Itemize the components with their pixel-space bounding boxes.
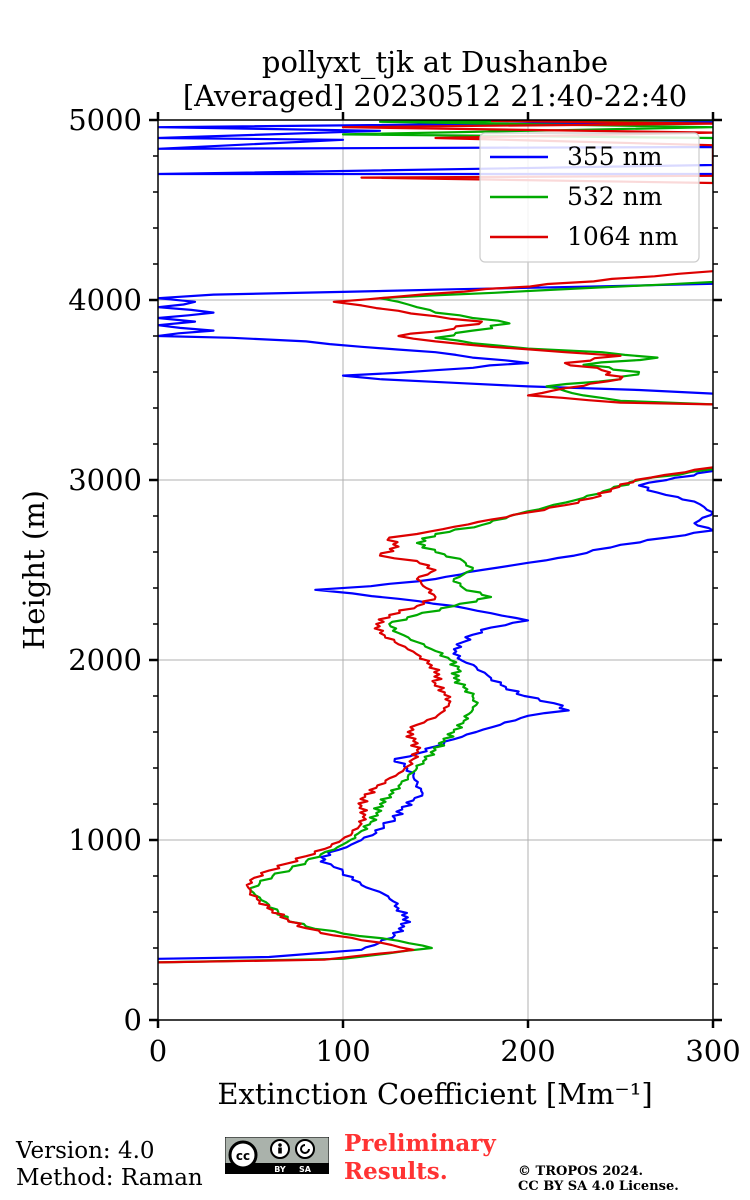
legend-items: 355 nm 532 nm 1064 nm xyxy=(490,142,679,251)
share-alike-icon xyxy=(295,1139,315,1159)
series-group xyxy=(158,120,713,964)
series-355-nm-line xyxy=(158,469,713,960)
share-alike-arrow-icon xyxy=(300,1144,310,1154)
y-tick-labels: 0 1000 2000 3000 4000 5000 xyxy=(68,103,142,1037)
series-355-nm-upper-line xyxy=(158,282,713,395)
x-tick-labels: 0 100 200 300 xyxy=(149,1034,741,1068)
version-text: Version: 4.0 xyxy=(16,1138,155,1164)
legend-label-532-nm: 532 nm xyxy=(567,182,663,211)
legend-box xyxy=(479,132,700,263)
ticks xyxy=(149,112,722,1028)
y-tick-label: 3000 xyxy=(68,463,142,497)
x-tick-label: 100 xyxy=(315,1034,370,1068)
x-axis-label: Extinction Coefficient [Mm⁻¹] xyxy=(217,1077,652,1111)
copyright-note: © TROPOS 2024. CC BY SA 4.0 License. xyxy=(518,1164,679,1194)
cc-by-sa-license-icon: cc BY SA xyxy=(225,1137,329,1174)
cc-circle-icon xyxy=(228,1140,258,1170)
extinction-chart: pollyxt_tjk at Dushanbe [Averaged] 20230… xyxy=(17,45,741,1111)
legend[interactable]: 355 nm 532 nm 1064 nm xyxy=(479,132,700,263)
y-axis-label: Height (m) xyxy=(17,490,51,650)
series-532-nm-line xyxy=(158,468,713,964)
cc-badge-footer-bar xyxy=(225,1163,329,1174)
x-tick-label: 300 xyxy=(685,1034,740,1068)
series-532-nm-top-line xyxy=(341,120,713,183)
cc-letters-icon: cc xyxy=(236,1149,250,1163)
chart-title-line1: pollyxt_tjk at Dushanbe xyxy=(262,45,608,80)
attribution-head-icon xyxy=(278,1143,282,1147)
y-tick-label: 1000 xyxy=(68,823,142,857)
attribution-body-icon xyxy=(278,1147,282,1154)
series-1064-nm-line xyxy=(158,466,713,964)
method-text: Method: Raman xyxy=(16,1165,203,1191)
copyright-line1: © TROPOS 2024. xyxy=(518,1164,644,1179)
chart-title-line2: [Averaged] 20230512 21:40-22:40 xyxy=(183,79,687,113)
plot-frame xyxy=(157,119,714,1021)
y-tick-label: 2000 xyxy=(68,643,142,677)
series-532-nm-upper-line xyxy=(378,280,713,406)
preliminary-line2: Results. xyxy=(344,1158,448,1185)
version-info: Version: 4.0 Method: Raman xyxy=(16,1138,203,1192)
y-tick-label: 4000 xyxy=(68,283,142,317)
series-1064-nm-upper-line xyxy=(332,270,713,406)
series-355-nm-top-line xyxy=(158,120,713,176)
series-1064-nm-top-line xyxy=(341,120,713,185)
cc-sa-text: SA xyxy=(299,1165,312,1174)
y-tick-label: 0 xyxy=(124,1003,142,1037)
legend-label-1064-nm: 1064 nm xyxy=(567,222,679,251)
preliminary-results-note: Preliminary Results. xyxy=(344,1130,496,1186)
cc-by-text: BY xyxy=(274,1165,286,1174)
legend-label-355-nm: 355 nm xyxy=(567,142,663,171)
preliminary-line1: Preliminary xyxy=(344,1130,496,1157)
copyright-line2: CC BY SA 4.0 License. xyxy=(518,1179,679,1194)
x-tick-label: 0 xyxy=(149,1034,167,1068)
x-tick-label: 200 xyxy=(500,1034,555,1068)
y-tick-label: 5000 xyxy=(68,103,142,137)
